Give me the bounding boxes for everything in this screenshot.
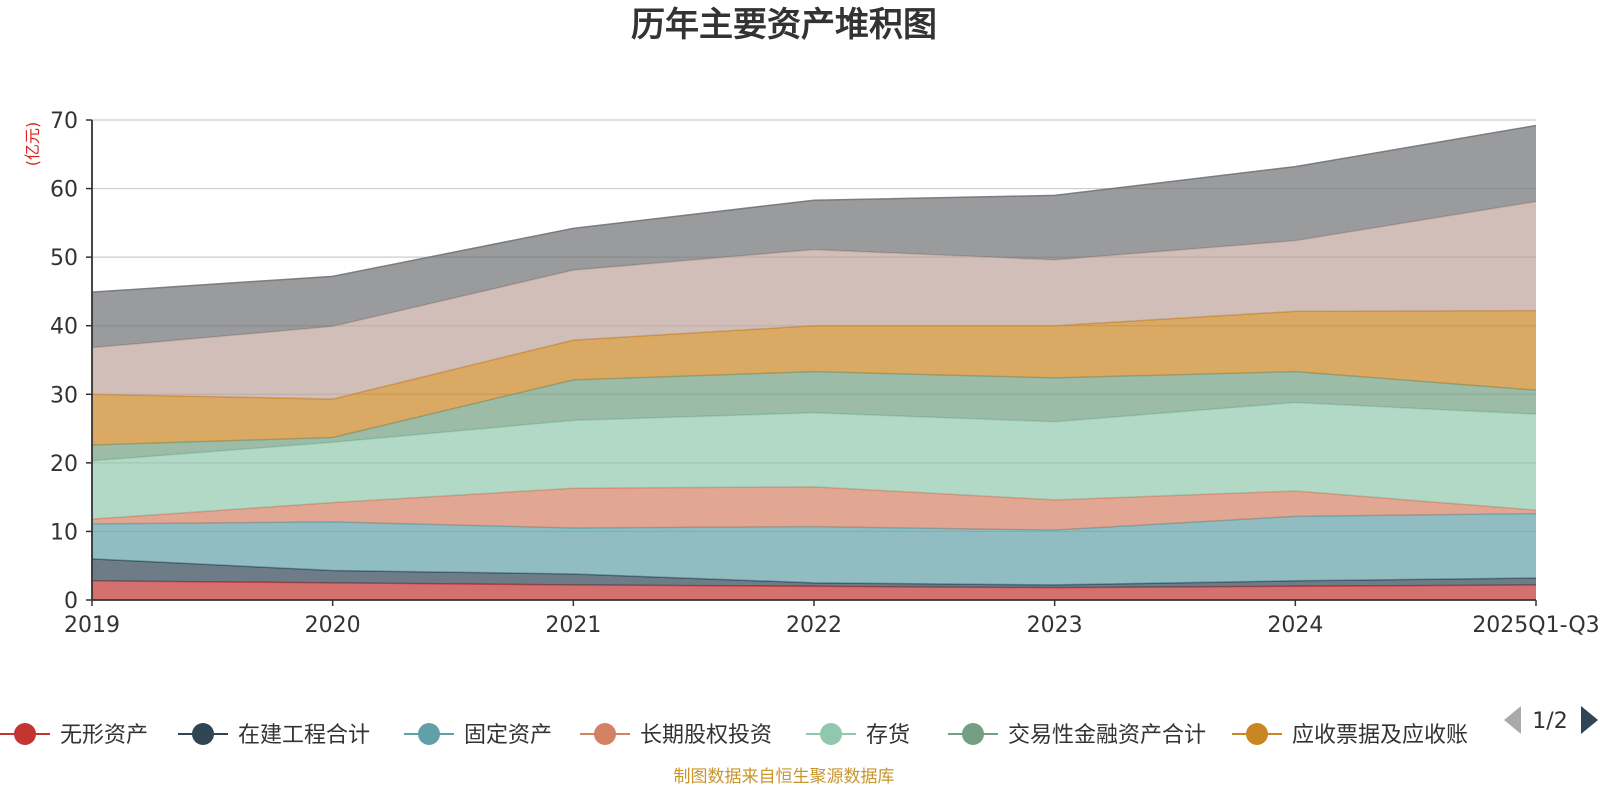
x-tick-label: 2024 xyxy=(1267,613,1323,638)
y-tick-label: 0 xyxy=(64,589,78,614)
legend-label: 在建工程合计 xyxy=(238,723,370,748)
area-series-9 xyxy=(92,125,1536,348)
legend-label: 存货 xyxy=(866,723,910,748)
legend-marker-icon xyxy=(594,723,616,745)
legend-marker-icon xyxy=(820,723,842,745)
y-axis-unit: (亿元) xyxy=(23,122,42,167)
legend-item[interactable]: 无形资产 xyxy=(0,723,148,748)
chart-title: 历年主要资产堆积图 xyxy=(631,5,937,45)
source-note: 制图数据来自恒生聚源数据库 xyxy=(674,767,895,787)
x-tick-label: 2019 xyxy=(64,613,120,638)
legend: 无形资产 在建工程合计 固定资产 长期股权投资 存货 交易性金融资产合计 应收票据及应收账 xyxy=(0,723,1468,748)
legend-marker-icon xyxy=(418,723,440,745)
legend-item[interactable]: 交易性金融资产合计 xyxy=(948,723,1206,748)
area-series-4 xyxy=(92,486,1536,531)
legend-marker-icon xyxy=(1246,723,1268,745)
legend-label: 固定资产 xyxy=(464,723,552,748)
y-tick-label: 10 xyxy=(50,520,78,545)
legend-label: 交易性金融资产合计 xyxy=(1008,723,1206,748)
x-tick-label: 2020 xyxy=(305,613,361,638)
x-axis-ticks: 2019 2020 2021 2022 2023 2024 2025Q1-Q3 xyxy=(64,600,1600,638)
legend-item[interactable]: 长期股权投资 xyxy=(580,723,772,748)
y-axis-ticks: 0 10 20 30 40 50 60 70 xyxy=(50,109,92,614)
area-series xyxy=(91,124,1537,600)
x-tick-label: 2025Q1-Q3 xyxy=(1472,613,1599,638)
y-tick-label: 30 xyxy=(50,383,78,408)
prev-page-icon[interactable] xyxy=(1504,706,1521,734)
legend-item[interactable]: 固定资产 xyxy=(404,723,552,748)
legend-label: 长期股权投资 xyxy=(640,723,772,748)
x-tick-label: 2021 xyxy=(545,613,601,638)
next-page-icon[interactable] xyxy=(1581,706,1598,734)
y-tick-label: 20 xyxy=(50,452,78,477)
legend-label: 应收票据及应收账 xyxy=(1292,723,1468,748)
y-tick-label: 50 xyxy=(50,246,78,271)
area-series-6 xyxy=(92,371,1536,461)
legend-pager: 1/2 xyxy=(1504,706,1598,734)
legend-item[interactable]: 在建工程合计 xyxy=(178,723,370,748)
series-line-9 xyxy=(91,124,1537,293)
legend-label: 无形资产 xyxy=(60,723,148,748)
legend-marker-icon xyxy=(962,723,984,745)
area-series-1 xyxy=(92,580,1536,600)
area-series-2 xyxy=(92,558,1536,588)
legend-marker-icon xyxy=(14,723,36,745)
area-series-3 xyxy=(92,513,1536,585)
x-tick-label: 2023 xyxy=(1027,613,1083,638)
page-indicator: 1/2 xyxy=(1532,709,1567,734)
y-tick-label: 60 xyxy=(50,178,78,203)
x-tick-label: 2022 xyxy=(786,613,842,638)
area-series-7 xyxy=(92,310,1536,446)
y-tick-label: 70 xyxy=(50,109,78,134)
legend-item[interactable]: 存货 xyxy=(806,723,910,748)
y-tick-label: 40 xyxy=(50,315,78,340)
legend-marker-icon xyxy=(192,723,214,745)
legend-item[interactable]: 应收票据及应收账 xyxy=(1232,723,1468,748)
